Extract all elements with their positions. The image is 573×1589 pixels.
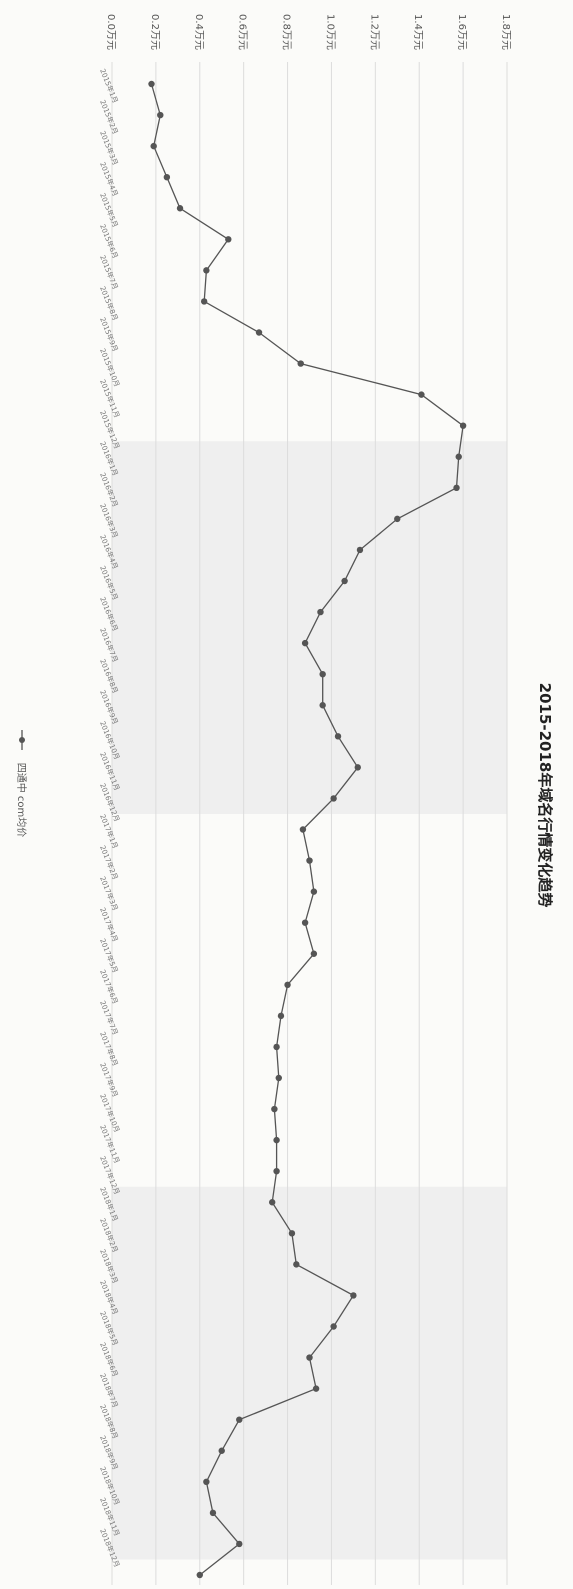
x-tick-label: 2015年5月	[98, 192, 120, 229]
data-point	[236, 1540, 243, 1548]
x-tick-label: 2017年6月	[98, 968, 120, 1005]
data-point	[268, 1199, 276, 1206]
series	[148, 80, 467, 1579]
data-point	[209, 1509, 217, 1517]
data-point	[301, 639, 309, 647]
data-point	[455, 453, 462, 460]
x-tick-label: 2015年6月	[98, 223, 120, 260]
data-point	[157, 111, 164, 119]
data-point	[273, 1167, 280, 1175]
data-point	[459, 422, 467, 429]
data-point	[297, 360, 304, 367]
legend: 四通中 com均价	[15, 730, 28, 837]
data-point	[196, 1571, 203, 1579]
data-point	[299, 826, 307, 833]
y-tick-label: 1.6万元	[456, 14, 467, 50]
y-tick-label: 1.8万元	[500, 14, 511, 50]
x-tick-label: 2017年5月	[98, 937, 120, 974]
data-point	[306, 1354, 313, 1361]
x-tick-label: 2017年4月	[98, 906, 120, 943]
x-axis: 2015年1月2015年2月2015年3月2015年4月2015年5月2015年…	[98, 67, 122, 1568]
data-point	[225, 236, 232, 243]
x-tick-label: 2015年8月	[98, 285, 120, 322]
data-point	[275, 1074, 282, 1082]
data-point	[236, 1416, 243, 1423]
x-tick-label: 2015年9月	[98, 316, 120, 353]
data-point	[293, 1261, 300, 1268]
y-tick-label: 0.0万元	[105, 14, 116, 50]
data-point	[255, 329, 263, 336]
x-tick-label: 2015年1月	[98, 67, 120, 104]
data-point	[271, 1105, 278, 1113]
data-point	[350, 1292, 357, 1299]
data-point	[273, 1043, 280, 1051]
data-point	[319, 670, 326, 678]
data-point	[176, 205, 184, 212]
x-tick-label: 2017年9月	[98, 1061, 120, 1098]
year-band	[112, 1186, 507, 1560]
chart-title: 2015-2018年域名行情变化趋势	[536, 683, 554, 908]
data-point	[453, 484, 460, 492]
data-point	[163, 173, 171, 181]
y-tick-label: 1.4万元	[412, 14, 423, 50]
data-point	[148, 80, 155, 88]
data-point	[310, 950, 318, 957]
data-point	[306, 857, 313, 864]
data-point	[330, 795, 337, 802]
data-point	[418, 391, 425, 398]
x-tick-label: 2017年3月	[98, 875, 120, 912]
data-point	[203, 1478, 210, 1486]
year-band	[112, 441, 507, 814]
y-axis: 0.0万元 0.2万元 0.4万元 0.6万元 0.8万元 1.0万元 1.2万元 1.4万元…	[105, 14, 511, 50]
legend-label: 四通中 com均价	[15, 763, 28, 838]
y-tick-label: 0.4万元	[193, 14, 204, 50]
data-point	[312, 1385, 320, 1392]
y-tick-label: 0.2万元	[149, 14, 160, 50]
y-tick-label: 1.2万元	[368, 14, 379, 50]
x-tick-label: 2015年3月	[98, 130, 120, 167]
data-point	[330, 1323, 337, 1330]
x-tick-label: 2015年7月	[98, 254, 120, 291]
x-tick-label: 2017年8月	[98, 1030, 120, 1067]
data-point	[288, 1230, 296, 1237]
y-tick-label: 0.8万元	[281, 14, 292, 50]
x-tick-label: 2015年4月	[98, 161, 120, 198]
data-point	[341, 577, 348, 585]
data-point	[203, 267, 210, 274]
data-point	[310, 888, 318, 895]
data-point	[354, 764, 361, 771]
data-point	[356, 546, 364, 554]
data-point	[150, 142, 157, 150]
data-point	[301, 919, 309, 926]
data-point	[319, 702, 326, 709]
x-tick-label: 2017年7月	[98, 999, 120, 1036]
legend-marker	[19, 737, 25, 743]
data-point	[284, 981, 291, 989]
year-bands	[112, 441, 507, 1560]
y-tick-label: 0.6万元	[237, 14, 248, 50]
x-tick-label: 2015年2月	[98, 98, 120, 135]
data-point	[273, 1136, 280, 1144]
grid-lines	[111, 62, 508, 1585]
data-point	[394, 515, 401, 523]
data-point	[218, 1447, 225, 1454]
y-tick-label: 1.0万元	[324, 14, 335, 50]
x-tick-label: 2017年2月	[98, 844, 120, 881]
data-point	[334, 733, 342, 740]
data-point	[200, 298, 208, 305]
data-point	[277, 1012, 285, 1020]
data-point	[317, 608, 324, 616]
